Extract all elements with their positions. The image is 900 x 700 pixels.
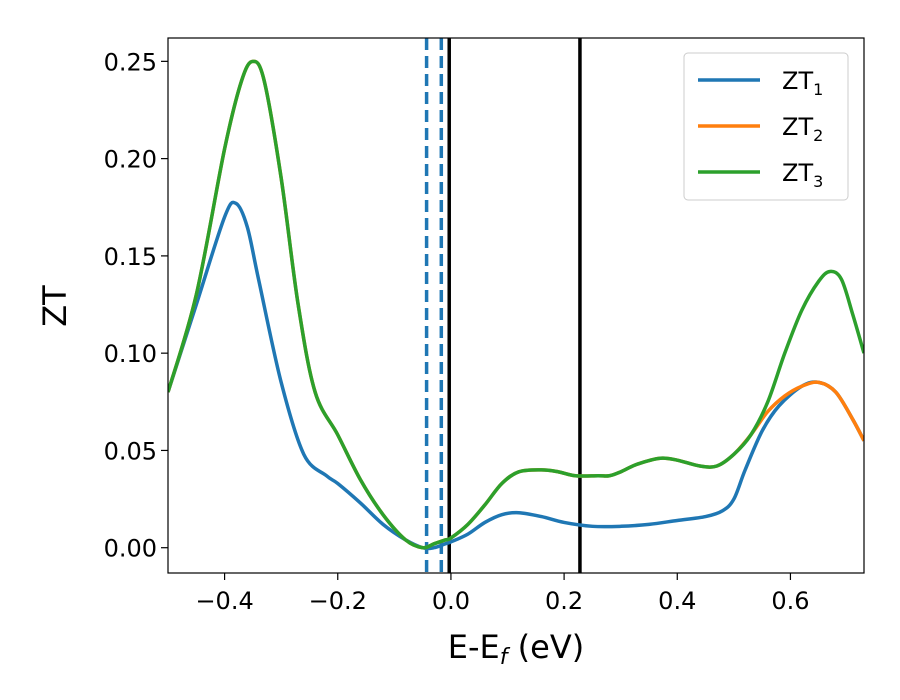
x-tick-label: −0.4 <box>195 587 253 615</box>
series-line-zt1 <box>168 200 864 551</box>
legend-label-zt1: ZT1 <box>782 67 823 99</box>
legend-box <box>683 52 849 201</box>
plot-frame <box>167 37 865 574</box>
x-tick-label: 0.2 <box>545 587 583 615</box>
y-ticks-layer: 0.00 0.05 0.10 0.15 0.20 0.25 <box>104 48 168 563</box>
x-tick-label: 0.6 <box>771 587 809 615</box>
series-layer <box>168 59 864 551</box>
y-tick-label: 0.10 <box>104 340 157 368</box>
y-tick-label: 0.00 <box>104 535 157 563</box>
y-tick-label: 0.15 <box>104 243 157 271</box>
y-tick-label: 0.20 <box>104 146 157 174</box>
y-axis-label: ZT <box>36 285 74 327</box>
legend-label-zt3: ZT3 <box>782 159 823 191</box>
x-axis-label: E-Ef (eV) <box>448 628 584 670</box>
y-tick-label: 0.05 <box>104 437 157 465</box>
x-ticks-layer: −0.4 −0.2 0.0 0.2 0.4 0.6 <box>195 573 810 615</box>
series-line-zt3 <box>168 59 864 550</box>
vertical-lines-layer <box>424 38 582 573</box>
x-tick-label: −0.2 <box>309 587 367 615</box>
y-tick-label: 0.25 <box>104 48 157 76</box>
legend: ZT1 ZT2 ZT3 <box>683 52 849 201</box>
x-tick-label: 0.4 <box>658 587 696 615</box>
legend-label-zt2: ZT2 <box>782 113 823 145</box>
x-tick-label: 0.0 <box>432 587 470 615</box>
